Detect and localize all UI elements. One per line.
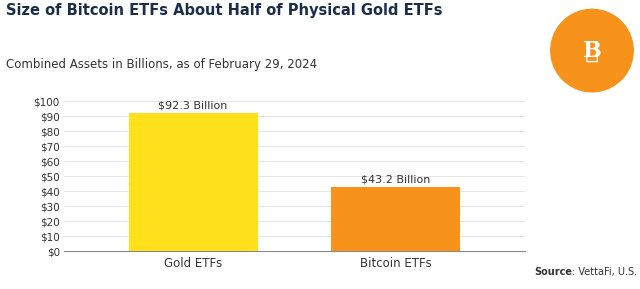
Text: Source: Source — [534, 267, 572, 277]
Text: Combined Assets in Billions, as of February 29, 2024: Combined Assets in Billions, as of Febru… — [6, 58, 317, 71]
Text: B: B — [582, 40, 602, 62]
Text: : VettaFi, U.S. Global Investors: : VettaFi, U.S. Global Investors — [572, 267, 640, 277]
Text: Size of Bitcoin ETFs About Half of Physical Gold ETFs: Size of Bitcoin ETFs About Half of Physi… — [6, 3, 443, 18]
Bar — [332, 186, 460, 251]
Circle shape — [551, 9, 633, 92]
Bar — [129, 113, 257, 251]
Text: $92.3 Billion: $92.3 Billion — [158, 101, 228, 110]
Text: ₿: ₿ — [585, 38, 599, 63]
Text: $43.2 Billion: $43.2 Billion — [361, 174, 431, 184]
